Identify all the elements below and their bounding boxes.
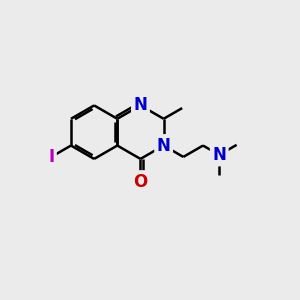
- Text: I: I: [48, 148, 54, 166]
- Text: N: N: [134, 96, 147, 114]
- Text: N: N: [157, 136, 171, 154]
- Text: N: N: [212, 146, 226, 164]
- Text: O: O: [133, 173, 148, 191]
